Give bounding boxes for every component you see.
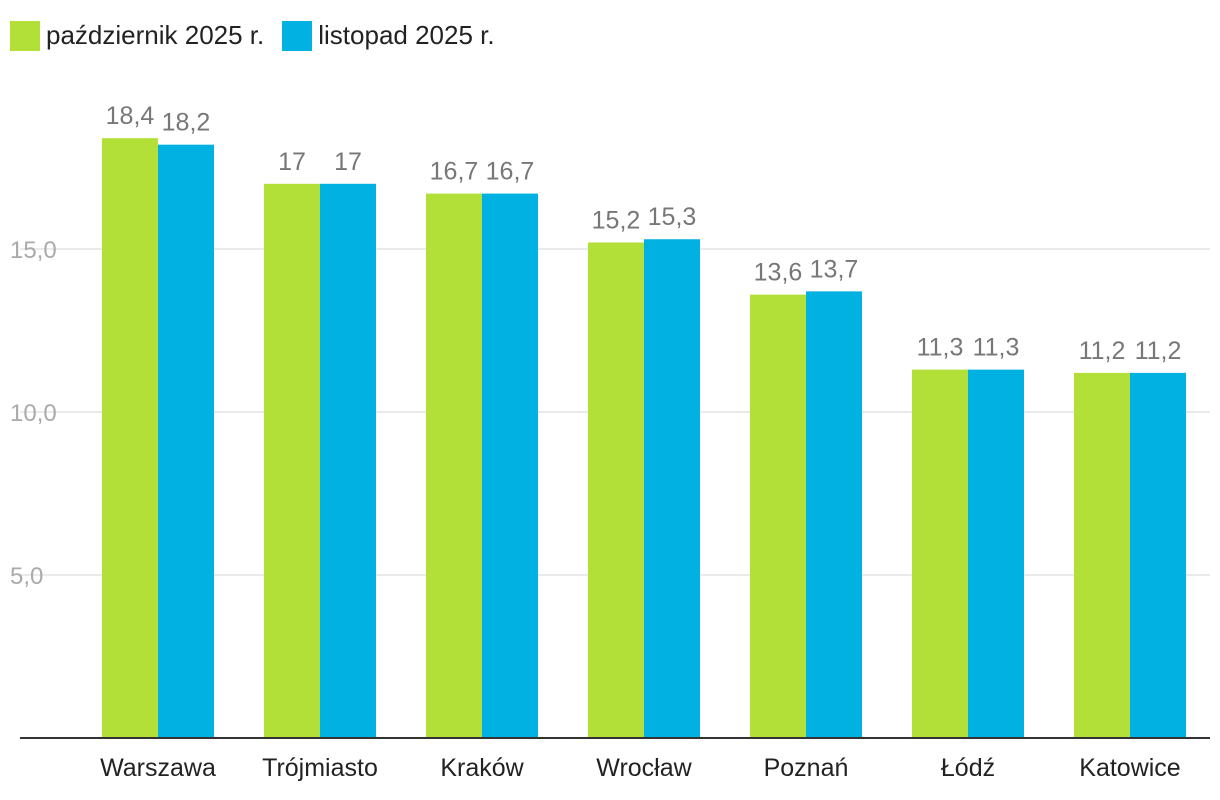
x-category-label: Katowice: [1079, 754, 1180, 782]
bar-october: [426, 193, 482, 738]
bar-october: [102, 138, 158, 738]
x-category-label: Kraków: [440, 754, 524, 782]
data-label: 17: [278, 148, 306, 176]
legend-item-november: listopad 2025 r.: [282, 20, 495, 51]
data-label: 18,2: [162, 109, 211, 137]
bar-october: [750, 294, 806, 738]
legend-label-november: listopad 2025 r.: [318, 20, 495, 50]
x-category-label: Trójmiasto: [262, 754, 378, 782]
legend-swatch-november: [282, 20, 313, 51]
bar-november: [320, 183, 376, 739]
data-label: 11,3: [917, 334, 964, 362]
x-category-label: Warszawa: [100, 754, 216, 782]
data-label: 15,2: [592, 206, 641, 234]
data-label: 17: [334, 148, 362, 176]
bar-november: [1130, 372, 1186, 738]
legend: październik 2025 r. listopad 2025 r.: [10, 20, 495, 51]
bar-november: [968, 369, 1024, 738]
bar-october: [912, 369, 968, 738]
data-labels: 18,4 18,2 17 17 16,7 16,7 15,2 15,3 13,6 13,7 11,3…: [106, 102, 1182, 365]
x-category-label: Poznań: [764, 754, 849, 782]
x-category-label: Wrocław: [596, 754, 692, 782]
bar-november: [158, 144, 214, 738]
data-label: 18,4: [106, 102, 155, 130]
data-label: 16,7: [430, 158, 479, 186]
legend-swatch-october: [10, 20, 40, 51]
bar-october: [264, 183, 320, 739]
bar-november: [644, 239, 700, 738]
data-label: 13,7: [810, 255, 859, 283]
legend-item-october: październik 2025 r.: [10, 20, 264, 51]
y-tick-label: 10,0: [10, 400, 57, 427]
legend-label-october: październik 2025 r.: [46, 20, 265, 50]
y-axis-ticks: 5,0 10,0 15,0: [10, 237, 57, 590]
data-label: 11,2: [1135, 337, 1182, 365]
x-category-label: Łódź: [941, 754, 995, 782]
y-tick-label: 15,0: [10, 237, 57, 264]
data-label: 13,6: [754, 259, 803, 287]
y-tick-label: 5,0: [10, 563, 43, 590]
bar-november: [806, 291, 862, 738]
bar-october: [1074, 372, 1130, 738]
data-label: 15,3: [648, 203, 697, 231]
bar-october: [588, 242, 644, 739]
data-label: 16,7: [486, 158, 535, 186]
data-label: 11,2: [1079, 337, 1126, 365]
data-label: 11,3: [973, 334, 1020, 362]
bar-november: [482, 193, 538, 738]
x-axis: Warszawa Trójmiasto Kraków Wrocław Poznań Łód…: [20, 737, 1210, 782]
bars: [102, 138, 1186, 739]
